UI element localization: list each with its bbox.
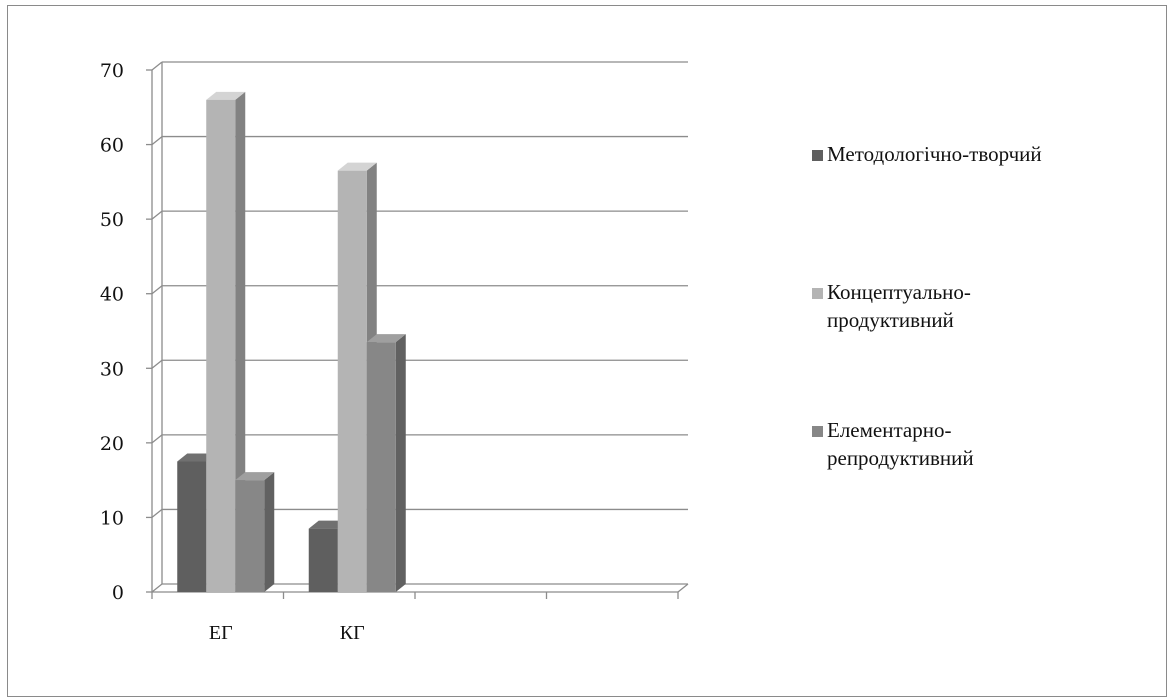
y-tick-label: 0 — [112, 582, 124, 604]
bar-top — [206, 91, 246, 100]
gridline-depth — [151, 136, 163, 146]
legend-label-series-1: Методологічно-творчий — [827, 142, 1042, 166]
legend-swatch-series-1 — [812, 150, 823, 161]
gridline-depth — [151, 285, 163, 295]
gridline-depth — [151, 359, 163, 369]
gridline-depth — [151, 61, 163, 71]
legend-item-series-1: Методологічно-творчий — [812, 140, 1147, 168]
bar — [366, 342, 396, 592]
y-tick-label: 50 — [100, 209, 124, 231]
y-tick-label: 40 — [100, 284, 124, 306]
gridline-depth — [151, 210, 163, 220]
bar-top — [235, 472, 275, 481]
legend-swatch-series-2 — [812, 288, 823, 299]
gridline-depth — [151, 508, 163, 518]
gridline-depth — [151, 434, 163, 444]
x-category-label: КГ — [340, 622, 365, 644]
legend-item-series-2: Концептуально-продуктивний — [812, 278, 1047, 334]
legend-item-series-3: Елементарно-репродуктивний — [812, 416, 1047, 472]
legend-swatch-series-3 — [812, 426, 823, 437]
legend-label-series-2: Концептуально-продуктивний — [827, 280, 971, 332]
bar — [308, 528, 338, 592]
bar-side — [395, 334, 406, 592]
y-tick-label: 20 — [100, 433, 124, 455]
legend-label-series-3: Елементарно-репродуктивний — [827, 418, 974, 470]
floor-edge — [677, 583, 689, 593]
bar-side — [235, 91, 246, 592]
y-tick-label: 30 — [100, 358, 124, 380]
gridline-depth — [151, 583, 163, 593]
bar-side — [264, 472, 275, 592]
y-tick-label: 60 — [100, 135, 124, 157]
bar — [235, 480, 265, 592]
y-tick-label: 70 — [100, 60, 124, 82]
bar — [337, 170, 367, 592]
x-category-label: ЕГ — [209, 622, 233, 644]
y-tick-label: 10 — [100, 507, 124, 529]
bar-top — [337, 162, 377, 171]
bar — [177, 461, 207, 592]
bar-top — [366, 334, 406, 343]
bar — [206, 99, 236, 592]
